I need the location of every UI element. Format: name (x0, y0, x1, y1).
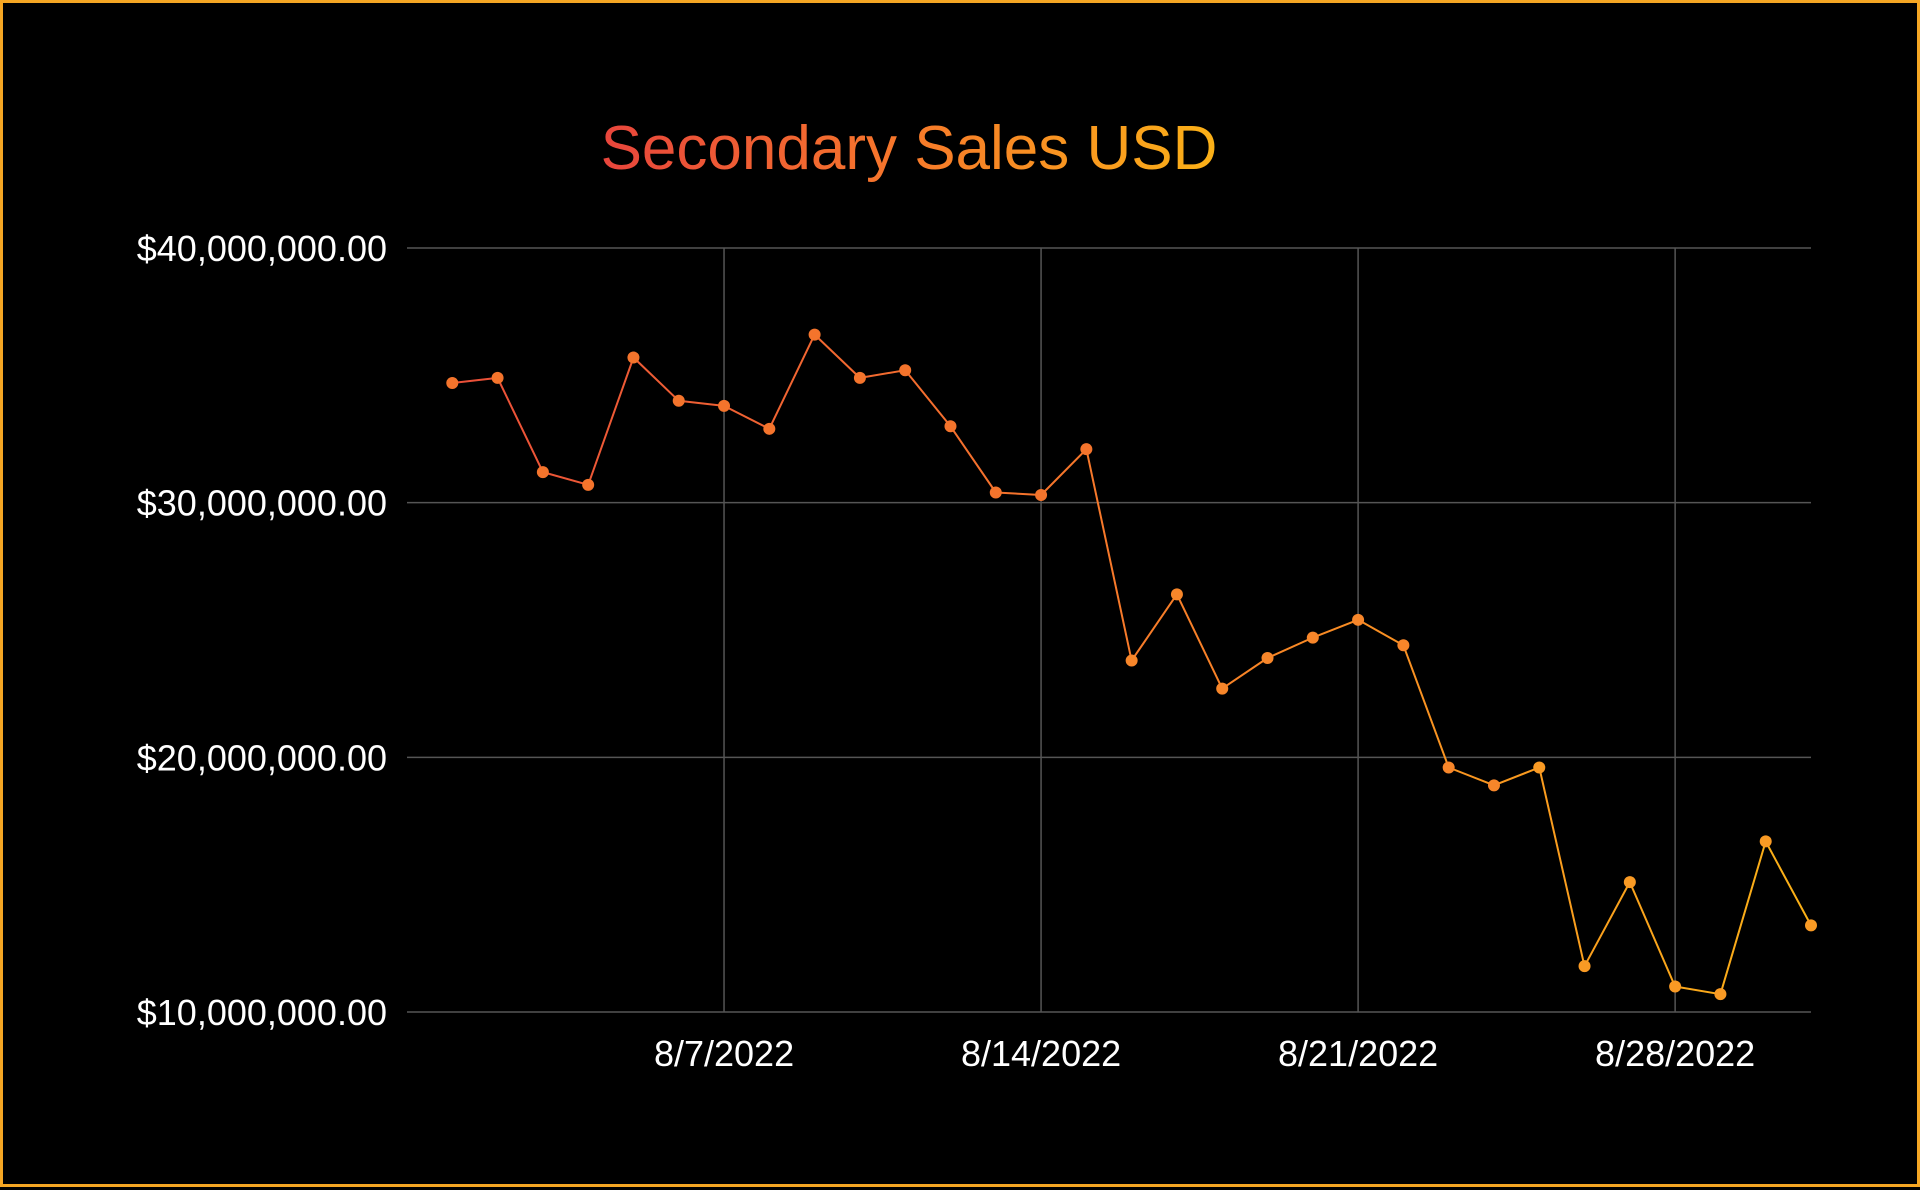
data-point[interactable] (763, 422, 776, 435)
data-point[interactable] (1035, 489, 1048, 502)
data-point[interactable] (1125, 654, 1138, 667)
y-tick-label: $20,000,000.00 (137, 737, 387, 778)
data-point[interactable] (989, 486, 1002, 499)
axes: $10,000,000.00 $20,000,000.00 $30,000,000.… (137, 228, 1755, 1074)
data-point[interactable] (1759, 835, 1772, 848)
x-tick-label: 8/14/2022 (961, 1033, 1121, 1074)
data-point[interactable] (853, 371, 866, 384)
grid (407, 247, 1811, 1013)
line-chart: Secondary Sales USD $10,000,000.00 $20,00… (137, 114, 1817, 1074)
data-point[interactable] (536, 466, 549, 479)
x-tick-label: 8/21/2022 (1278, 1033, 1438, 1074)
data-point[interactable] (1306, 631, 1319, 644)
data-point[interactable] (808, 328, 821, 341)
data-point[interactable] (1261, 652, 1274, 665)
data-point[interactable] (1442, 761, 1455, 774)
data-point[interactable] (446, 376, 459, 389)
data-point[interactable] (1216, 682, 1229, 695)
data-point[interactable] (1714, 988, 1727, 1001)
data-point[interactable] (1352, 613, 1365, 626)
y-tick-label: $30,000,000.00 (137, 483, 387, 524)
data-point[interactable] (1080, 443, 1093, 456)
data-point[interactable] (1397, 639, 1410, 652)
data-point[interactable] (672, 394, 685, 407)
data-point[interactable] (718, 399, 731, 412)
x-tick-label: 8/7/2022 (654, 1033, 794, 1074)
data-point[interactable] (627, 351, 640, 364)
data-point[interactable] (1170, 588, 1183, 601)
data-point[interactable] (1578, 960, 1591, 973)
chart-title: Secondary Sales USD (601, 114, 1218, 183)
data-point[interactable] (1533, 761, 1546, 774)
y-tick-label: $40,000,000.00 (137, 228, 387, 269)
data-point[interactable] (944, 420, 957, 433)
data-point[interactable] (1669, 980, 1682, 993)
data-point[interactable] (1487, 779, 1500, 792)
data-point[interactable] (491, 371, 504, 384)
data-point[interactable] (582, 478, 595, 491)
data-point[interactable] (899, 364, 912, 377)
y-tick-label: $10,000,000.00 (137, 992, 387, 1033)
data-point[interactable] (1623, 876, 1636, 889)
x-tick-label: 8/28/2022 (1595, 1033, 1755, 1074)
series-sales (446, 328, 1817, 1001)
data-point[interactable] (1805, 919, 1817, 932)
